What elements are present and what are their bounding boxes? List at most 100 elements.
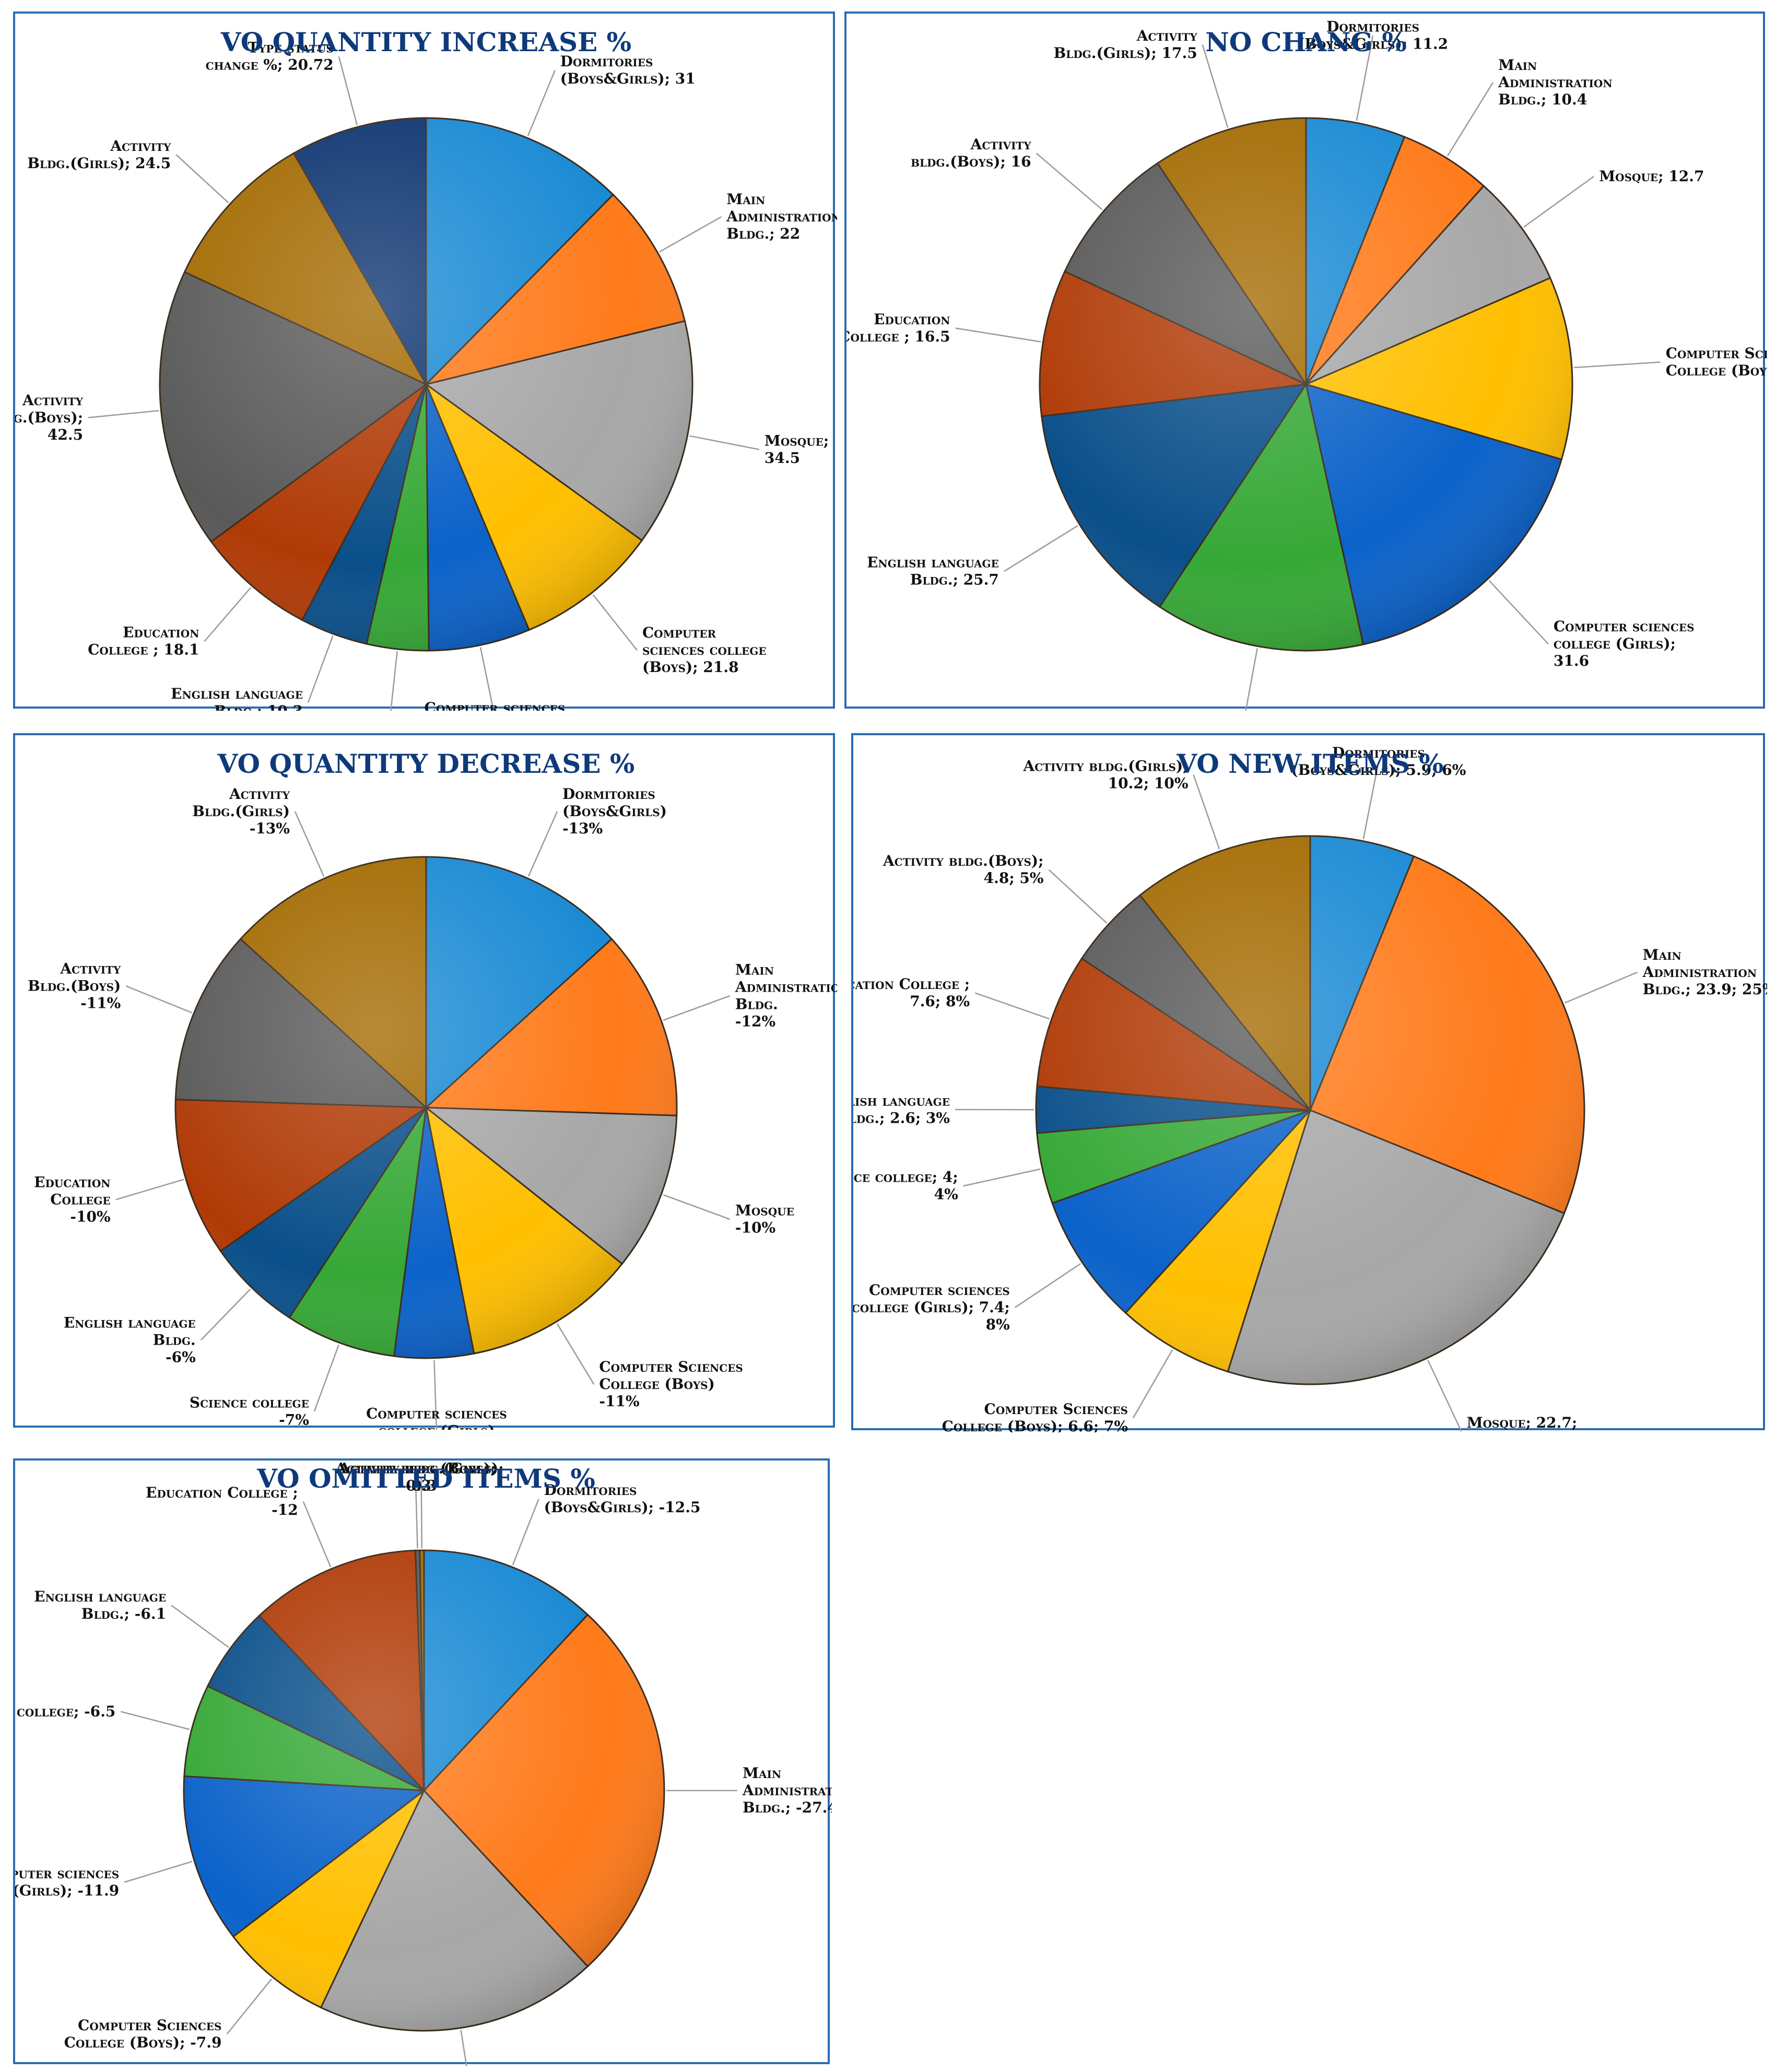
- data-label-activity-bldg-girls: Activity Bldg.(Girls); 24.5: [27, 137, 171, 172]
- data-label-line: Main: [726, 191, 765, 208]
- pie-labels: Dormitories (Boys&Girls); -12.5 Main Admini…: [15, 1461, 832, 2066]
- data-label-line: College (Boys): [599, 1375, 714, 1393]
- data-label-line: Activity: [1136, 27, 1198, 44]
- data-label-line: Computer: [642, 624, 716, 641]
- leader-line: [1362, 761, 1380, 840]
- leader-line: [204, 587, 252, 642]
- data-label-line: Main: [1643, 946, 1681, 963]
- data-label-line: English language: [171, 685, 303, 702]
- data-label-line: Science college: [190, 1394, 309, 1411]
- leader-line: [390, 651, 398, 711]
- data-label-line: Computer sciences: [366, 1405, 507, 1422]
- leader-line: [1565, 971, 1638, 1004]
- pie-chart-new-items: Dormitories (Boys&Girls); 5.9; 6% Main Admi…: [853, 744, 1767, 1432]
- data-label-line: 34.5: [764, 449, 800, 466]
- data-label-english-language-bldg: English language Bldg. -6%: [64, 1314, 196, 1365]
- data-label-line: college (Girls); -11.9: [15, 1882, 119, 1899]
- leader-line: [88, 410, 159, 419]
- data-label-line: Education: [123, 624, 199, 641]
- pie-slices: [1039, 117, 1573, 652]
- data-label-line: Dormitories: [544, 1481, 637, 1499]
- data-label-line: -13%: [562, 820, 603, 837]
- chart-title: VO QUANTITY DECREASE %: [217, 748, 635, 779]
- data-label-line: Education College ;: [146, 1484, 298, 1501]
- data-label-education-college: Education College ; -12: [146, 1484, 298, 1518]
- data-label-line: -11%: [80, 994, 121, 1011]
- data-label-line: Computer Sciences: [599, 1358, 743, 1375]
- data-label-line: Computer sciences: [15, 1865, 119, 1882]
- data-label-education-college: Education College ;7.6; 8%: [853, 975, 970, 1010]
- data-label-line: Computer sciences: [425, 699, 566, 711]
- leader-line: [1193, 774, 1220, 850]
- data-label-line: 4%: [934, 1186, 958, 1203]
- pie-slices: [174, 856, 678, 1359]
- chart-panel-quantity-decrease: Dormitories (Boys&Girls) -13% Main Administr…: [13, 733, 837, 1430]
- data-label-education-college: Education College ; 18.1: [88, 624, 199, 658]
- data-label-line: Main: [743, 1764, 781, 1782]
- data-label-line: Activity: [110, 137, 171, 155]
- data-label-line: 4.8; 5%: [984, 869, 1044, 887]
- leader-line: [226, 1978, 273, 2035]
- leader-line: [307, 635, 334, 703]
- data-label-line: 31.6: [1554, 652, 1589, 669]
- data-label-line: College (Boys); 6.6; 7%: [942, 1418, 1128, 1432]
- pie-chart-no-chang: Dormitories (Boys&Girls); 11.2 Main Adminis…: [846, 18, 1767, 711]
- data-label-line: 7.6; 8%: [910, 993, 970, 1010]
- data-label-line: Activity: [229, 785, 290, 803]
- pie-chart-omitted-items: Dormitories (Boys&Girls); -12.5 Main Admini…: [15, 1461, 832, 2066]
- leader-line: [527, 811, 558, 877]
- data-label-line: English language: [64, 1314, 196, 1331]
- leader-line: [115, 1179, 184, 1200]
- pie-labels: Dormitories (Boys&Girls) -13%Main Administr…: [28, 785, 837, 1430]
- data-label-activity-bldg-boys: Activity bldg.(Boys); 16: [911, 136, 1031, 170]
- data-label-line: English language: [853, 1092, 950, 1109]
- leader-line: [1202, 44, 1229, 128]
- data-label-line: bldg.(Boys); 16: [911, 153, 1031, 170]
- data-label-line: -6%: [166, 1348, 196, 1365]
- data-label-activity-bldg-girls: Activity bldg.(Girls); -0.3: [338, 1461, 504, 1494]
- data-label-line: Bldg.; -27.4: [743, 1799, 832, 1816]
- pie-labels: Dormitories (Boys&Girls); 31 Main Administr…: [15, 39, 837, 711]
- data-label-line: 24%: [1467, 1431, 1501, 1432]
- leader-line: [1523, 175, 1594, 228]
- leader-line: [659, 216, 722, 253]
- leader-line: [1004, 525, 1078, 572]
- data-label-line: Type status: [248, 39, 334, 56]
- leader-line: [294, 811, 325, 877]
- chart-title: VO OMITTED ITEMS %: [256, 1463, 595, 1494]
- leader-line: [512, 1499, 539, 1565]
- chart-panel-quantity-increase: Dormitories (Boys&Girls); 31 Main Administr…: [13, 11, 837, 711]
- data-label-dormitories-boys-girls: Dormitories (Boys&Girls); -12.5: [544, 1481, 701, 1516]
- data-label-line: Mosque; 12.7: [1599, 168, 1704, 185]
- data-label-line: English language: [867, 554, 999, 571]
- data-label-line: Activity: [22, 392, 84, 409]
- data-label-line: Computer Sciences: [1666, 345, 1767, 362]
- data-label-line: Bldg.: [735, 995, 778, 1013]
- data-label-mosque: Mosque -10%: [735, 1202, 794, 1237]
- data-label-english-language-bldg: English language Bldg.; 25.7: [867, 554, 999, 588]
- data-label-dormitories-boys-girls: Dormitories (Boys&Girls); 5.9; 6%: [1291, 744, 1466, 779]
- data-label-line: Activity: [60, 960, 121, 977]
- leader-line: [1036, 152, 1103, 210]
- leader-line: [121, 1711, 190, 1730]
- data-label-line: Mosque; 22.7;: [1467, 1414, 1578, 1431]
- leader-line: [1446, 82, 1494, 157]
- data-label-line: Bldg.(Boys);: [15, 409, 83, 426]
- data-label-line: -10%: [735, 1219, 775, 1237]
- data-label-line: Main: [1498, 56, 1537, 74]
- data-label-line: Dormitories: [1326, 18, 1419, 36]
- data-label-computer-sciences-college-boys: Computer Sciences College (Boys); -7.9: [64, 2017, 222, 2051]
- pie-chart-quantity-decrease: Dormitories (Boys&Girls) -13%Main Administr…: [28, 748, 837, 1430]
- data-label-science-college: Science college -7%: [190, 1394, 309, 1428]
- data-label-line: Mosque: [735, 1202, 794, 1219]
- leader-line: [1573, 361, 1661, 369]
- leader-line: [963, 1168, 1041, 1187]
- leader-line: [955, 327, 1041, 343]
- data-label-line: Computer Sciences: [78, 2017, 221, 2034]
- data-label-line: (Boys&Girls); 11.2: [1298, 36, 1448, 53]
- chart-title: VO NEW ITEMS %: [1176, 748, 1443, 779]
